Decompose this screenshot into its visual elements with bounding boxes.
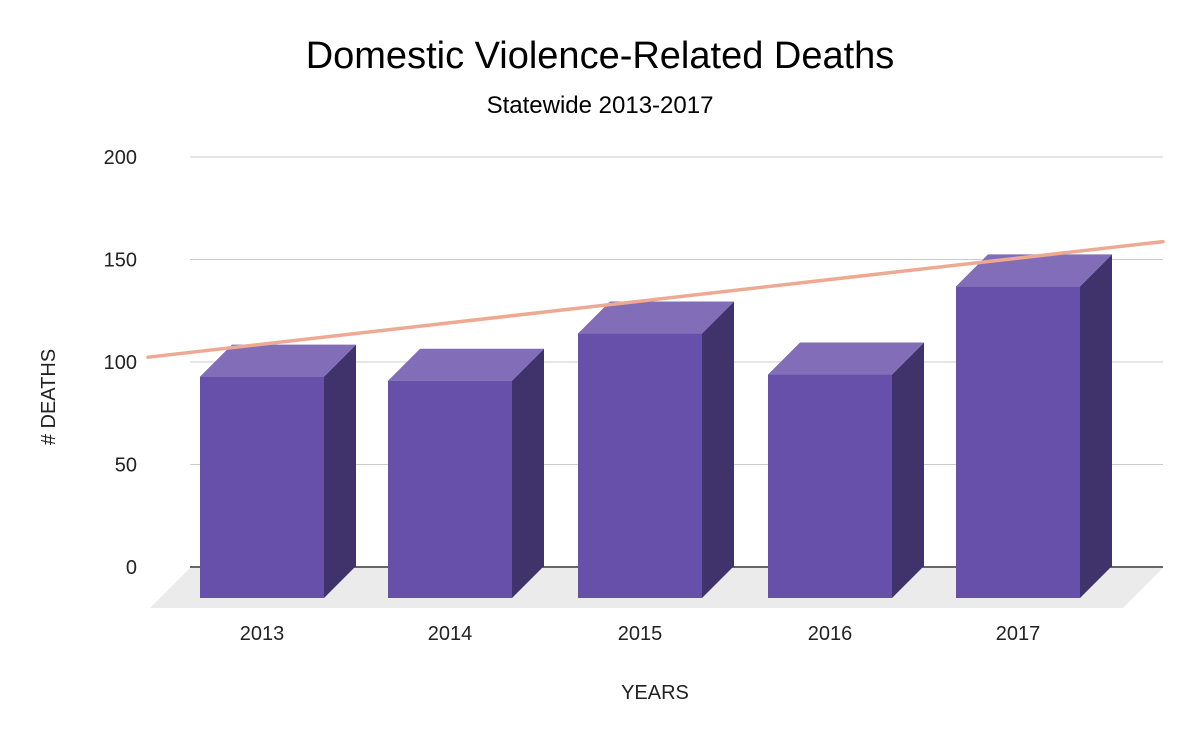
y-tick-label: 50	[115, 455, 137, 477]
y-axis-label: # DEATHS	[38, 349, 60, 445]
chart-subtitle: Statewide 2013-2017	[487, 92, 714, 119]
bar-front	[768, 374, 892, 598]
bar	[956, 254, 1112, 598]
x-tick-label: 2016	[808, 623, 853, 645]
bar-side	[892, 342, 924, 598]
bar-top	[200, 344, 356, 377]
bar	[200, 344, 356, 598]
bar-top	[768, 342, 924, 375]
bar-front	[956, 286, 1080, 598]
trendline-group	[146, 239, 1165, 359]
bar-side	[512, 348, 544, 598]
x-axis-ticks: 2013 2014 2015 2016 2017	[240, 623, 1041, 645]
x-axis-label: YEARS	[621, 682, 689, 704]
bar-top	[578, 301, 734, 334]
bar-top	[388, 348, 544, 381]
y-tick-label: 0	[126, 557, 137, 579]
bar-side	[1080, 254, 1112, 598]
y-tick-label: 150	[104, 250, 137, 272]
x-tick-label: 2013	[240, 623, 285, 645]
x-tick-label: 2014	[428, 623, 473, 645]
trendline	[146, 239, 1165, 359]
bar	[768, 342, 924, 598]
y-tick-label: 200	[104, 147, 137, 169]
x-tick-label: 2015	[618, 623, 663, 645]
chart-title: Domestic Violence-Related Deaths	[306, 35, 895, 77]
bar-side	[702, 301, 734, 598]
bar	[388, 348, 544, 598]
bar-front	[388, 380, 512, 598]
bar	[578, 301, 734, 598]
bar-front	[200, 376, 324, 598]
x-tick-label: 2017	[996, 623, 1041, 645]
y-axis-ticks: 0 50 100 150 200	[104, 147, 137, 579]
bar-side	[324, 344, 356, 598]
y-tick-label: 100	[104, 352, 137, 374]
bar-front	[578, 333, 702, 598]
bars	[200, 254, 1112, 598]
